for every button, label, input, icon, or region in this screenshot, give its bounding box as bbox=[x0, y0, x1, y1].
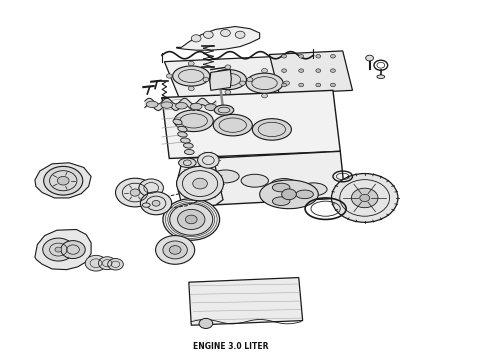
Ellipse shape bbox=[143, 203, 150, 207]
Circle shape bbox=[284, 81, 290, 85]
Circle shape bbox=[210, 74, 216, 78]
Circle shape bbox=[331, 54, 335, 58]
Ellipse shape bbox=[178, 126, 187, 132]
Circle shape bbox=[360, 194, 369, 202]
Circle shape bbox=[85, 255, 107, 271]
Polygon shape bbox=[176, 27, 260, 50]
Ellipse shape bbox=[212, 170, 239, 183]
Circle shape bbox=[351, 188, 378, 208]
Circle shape bbox=[170, 204, 213, 235]
Circle shape bbox=[163, 241, 187, 259]
Ellipse shape bbox=[175, 103, 187, 109]
Circle shape bbox=[188, 61, 194, 66]
Ellipse shape bbox=[172, 66, 210, 86]
Circle shape bbox=[331, 83, 335, 87]
Ellipse shape bbox=[178, 158, 196, 167]
Circle shape bbox=[203, 77, 209, 82]
Circle shape bbox=[220, 30, 230, 37]
Circle shape bbox=[262, 68, 268, 73]
Ellipse shape bbox=[246, 73, 283, 93]
Circle shape bbox=[44, 166, 83, 195]
Circle shape bbox=[163, 199, 220, 240]
Ellipse shape bbox=[205, 104, 217, 111]
Polygon shape bbox=[35, 163, 91, 198]
Polygon shape bbox=[189, 278, 303, 325]
Polygon shape bbox=[162, 90, 340, 158]
Ellipse shape bbox=[184, 149, 194, 154]
Ellipse shape bbox=[296, 190, 314, 199]
Circle shape bbox=[225, 90, 231, 94]
Circle shape bbox=[316, 69, 321, 72]
Circle shape bbox=[299, 54, 304, 58]
Ellipse shape bbox=[147, 101, 158, 108]
Ellipse shape bbox=[272, 197, 290, 206]
Circle shape bbox=[57, 176, 69, 185]
Circle shape bbox=[282, 69, 287, 72]
Circle shape bbox=[108, 258, 123, 270]
Ellipse shape bbox=[174, 110, 213, 132]
Ellipse shape bbox=[213, 114, 252, 136]
Ellipse shape bbox=[173, 119, 182, 125]
Circle shape bbox=[141, 192, 172, 215]
Circle shape bbox=[61, 240, 85, 258]
Circle shape bbox=[177, 210, 205, 229]
Circle shape bbox=[139, 179, 163, 197]
Circle shape bbox=[240, 81, 245, 85]
Circle shape bbox=[262, 94, 268, 98]
Circle shape bbox=[199, 319, 213, 328]
Circle shape bbox=[116, 178, 155, 207]
Circle shape bbox=[282, 54, 287, 58]
Circle shape bbox=[176, 166, 223, 201]
Circle shape bbox=[152, 201, 160, 206]
Ellipse shape bbox=[300, 183, 327, 196]
Circle shape bbox=[331, 174, 398, 222]
Circle shape bbox=[166, 74, 172, 78]
Ellipse shape bbox=[252, 119, 292, 140]
Circle shape bbox=[156, 235, 195, 264]
Ellipse shape bbox=[241, 174, 269, 187]
Ellipse shape bbox=[183, 143, 193, 148]
Ellipse shape bbox=[161, 102, 172, 108]
Circle shape bbox=[299, 69, 304, 72]
Circle shape bbox=[316, 54, 321, 58]
Ellipse shape bbox=[377, 75, 385, 78]
Text: ENGINE 3.0 LITER: ENGINE 3.0 LITER bbox=[193, 342, 268, 351]
Ellipse shape bbox=[190, 103, 202, 110]
Circle shape bbox=[282, 189, 296, 200]
Polygon shape bbox=[210, 69, 231, 90]
Ellipse shape bbox=[270, 179, 298, 192]
Polygon shape bbox=[35, 229, 91, 270]
Polygon shape bbox=[270, 51, 352, 94]
Circle shape bbox=[130, 189, 140, 196]
Circle shape bbox=[247, 77, 253, 82]
Ellipse shape bbox=[272, 183, 290, 192]
Circle shape bbox=[55, 247, 62, 252]
Ellipse shape bbox=[209, 69, 246, 90]
Circle shape bbox=[188, 86, 194, 91]
Circle shape bbox=[193, 178, 207, 189]
Ellipse shape bbox=[181, 138, 190, 143]
Polygon shape bbox=[260, 180, 318, 209]
Circle shape bbox=[282, 83, 287, 87]
Circle shape bbox=[225, 65, 231, 69]
Ellipse shape bbox=[178, 132, 187, 137]
Circle shape bbox=[235, 31, 245, 39]
Polygon shape bbox=[164, 54, 333, 98]
Circle shape bbox=[169, 246, 181, 254]
Polygon shape bbox=[176, 157, 223, 207]
Circle shape bbox=[331, 69, 335, 72]
Circle shape bbox=[299, 83, 304, 87]
Circle shape bbox=[98, 257, 116, 270]
Ellipse shape bbox=[214, 105, 234, 115]
Circle shape bbox=[203, 31, 213, 39]
Circle shape bbox=[43, 238, 74, 261]
Circle shape bbox=[366, 55, 373, 61]
Circle shape bbox=[316, 83, 321, 87]
Circle shape bbox=[197, 152, 219, 168]
Circle shape bbox=[185, 215, 197, 224]
Polygon shape bbox=[206, 151, 345, 205]
Circle shape bbox=[191, 35, 201, 42]
